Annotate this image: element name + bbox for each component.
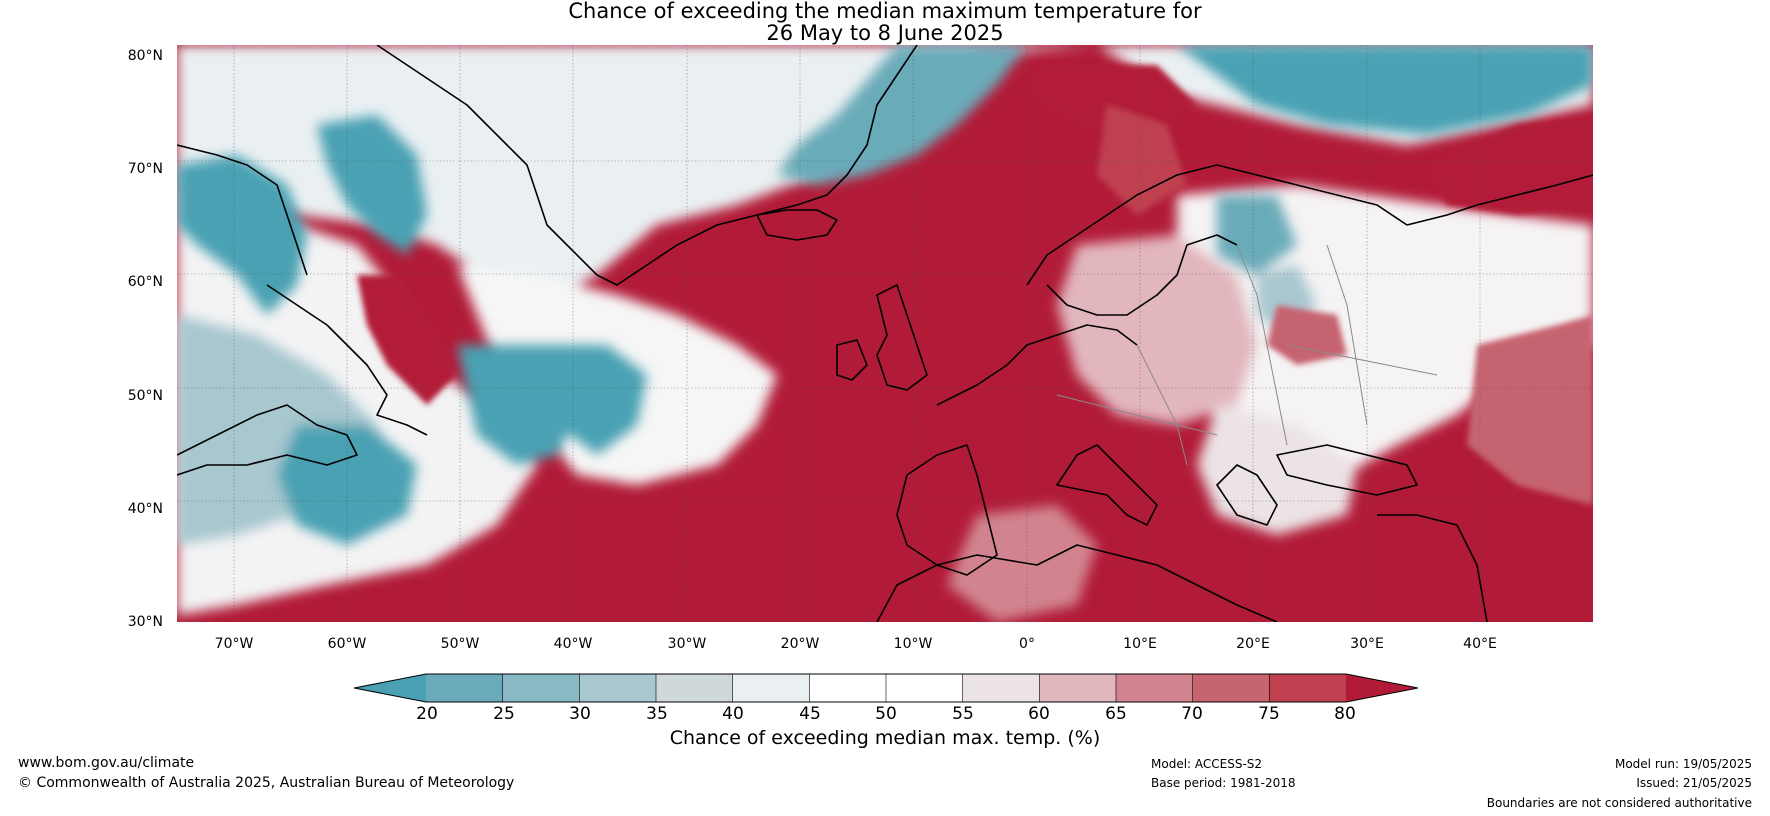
colorbar-tick: 50: [875, 704, 897, 724]
lon-label-40e: 40°E: [1463, 636, 1497, 652]
colorbar-tick: 55: [952, 704, 974, 724]
colorbar-tick: 60: [1028, 704, 1050, 724]
colorbar-segment: [1039, 674, 1117, 702]
lon-label-30w: 30°W: [667, 636, 707, 652]
lon-label-20w: 20°W: [780, 636, 820, 652]
lon-label-10e: 10°E: [1123, 636, 1157, 652]
colorbar-segment: [1269, 674, 1347, 702]
lon-label-30e: 30°E: [1350, 636, 1384, 652]
colorbar-segment: [1116, 674, 1194, 702]
colorbar: [354, 673, 1418, 703]
country-borders: [1056, 244, 1438, 466]
colorbar-segment: [656, 674, 734, 702]
lon-label-40w: 40°W: [553, 636, 593, 652]
lat-label-50n: 50°N: [127, 388, 163, 404]
footer-copyright: © Commonwealth of Australia 2025, Austra…: [18, 775, 515, 791]
map-title-line2: 26 May to 8 June 2025: [766, 21, 1004, 45]
colorbar-segment: [732, 674, 810, 702]
colorbar-segment: [579, 674, 657, 702]
footer-website: www.bom.gov.au/climate: [18, 755, 195, 771]
colorbar-tick: 65: [1105, 704, 1127, 724]
lat-label-70n: 70°N: [127, 161, 163, 177]
colorbar-segment: [809, 674, 887, 702]
colorbar-tick: 20: [416, 704, 438, 724]
colorbar-segment: [502, 674, 580, 702]
colorbar-tick: 45: [799, 704, 821, 724]
footer-base-period: Base period: 1981-2018: [1151, 776, 1296, 790]
footer-model-run: Model run: 19/05/2025: [1614, 757, 1752, 771]
colorbar-label: Chance of exceeding median max. temp. (%…: [669, 727, 1101, 749]
lat-label-40n: 40°N: [127, 501, 163, 517]
colorbar-segment: [1192, 674, 1270, 702]
footer-issued: Issued: 21/05/2025: [1636, 776, 1752, 790]
colorbar-extend-high: [1346, 674, 1418, 702]
lat-label-60n: 60°N: [127, 274, 163, 290]
anomaly-fill-red: [357, 65, 1593, 505]
colorbar-tick: 75: [1258, 704, 1280, 724]
colorbar-extend-low: [354, 674, 426, 702]
colorbar-tick: 80: [1334, 704, 1356, 724]
lat-label-80n: 80°N: [127, 48, 163, 64]
colorbar-tick: 40: [722, 704, 744, 724]
lon-label-60w: 60°W: [327, 636, 367, 652]
lon-label-50w: 50°W: [440, 636, 480, 652]
colorbar-tick: 35: [646, 704, 668, 724]
lat-label-30n: 30°N: [127, 614, 163, 630]
lon-label-10w: 10°W: [893, 636, 933, 652]
colorbar-segment: [962, 674, 1040, 702]
footer-disclaimer: Boundaries are not considered authoritat…: [1486, 796, 1752, 810]
map-title-line1: Chance of exceeding the median maximum t…: [568, 0, 1202, 23]
forecast-map[interactable]: [177, 45, 1593, 622]
colorbar-segment: [426, 674, 504, 702]
coastlines: [177, 45, 1593, 622]
colorbar-segment: [886, 674, 964, 702]
colorbar-outline: [354, 673, 1418, 703]
colorbar-tick: 70: [1181, 704, 1203, 724]
colorbar-tick: 30: [569, 704, 591, 724]
anomaly-fill-blue: [177, 45, 1593, 545]
lon-label-70w: 70°W: [214, 636, 254, 652]
lon-label-0: 0°: [1019, 636, 1035, 652]
lon-label-20e: 20°E: [1236, 636, 1270, 652]
footer-model: Model: ACCESS-S2: [1151, 757, 1263, 771]
colorbar-tick: 25: [493, 704, 515, 724]
